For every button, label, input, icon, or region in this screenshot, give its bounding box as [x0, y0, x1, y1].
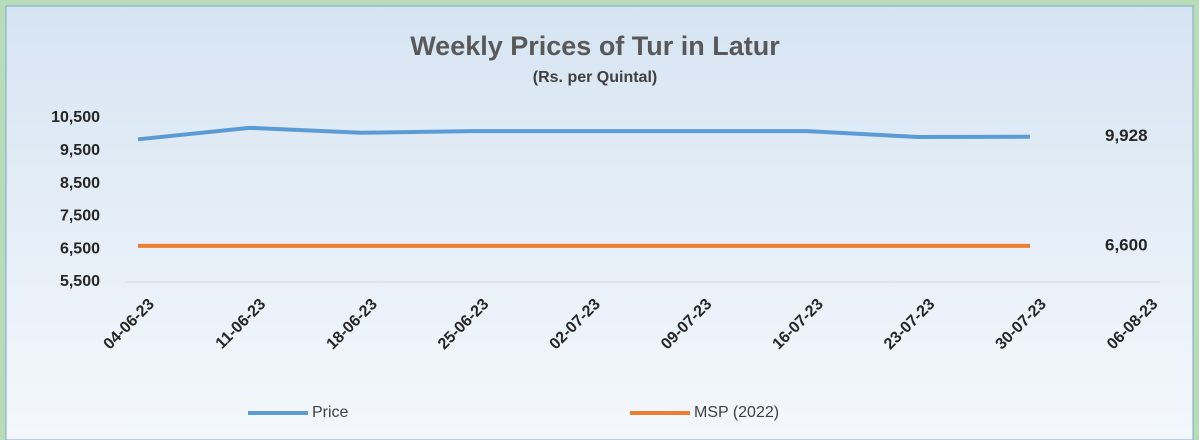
y-tick-label: 6,500 [60, 240, 100, 257]
data-label: 6,600 [1105, 235, 1148, 254]
legend-label: MSP (2022) [694, 404, 779, 421]
y-tick-label: 8,500 [60, 175, 100, 192]
y-tick-label: 5,500 [60, 273, 100, 290]
y-tick-label: 10,500 [51, 109, 100, 126]
y-tick-label: 7,500 [60, 208, 100, 225]
chart-subtitle: (Rs. per Quintal) [533, 69, 657, 86]
legend-label: Price [312, 404, 349, 421]
chart-area [5, 5, 1194, 440]
data-label: 9,928 [1105, 126, 1148, 145]
chart-title: Weekly Prices of Tur in Latur [410, 31, 780, 61]
series-line [137, 125, 1031, 142]
y-tick-label: 9,500 [60, 142, 100, 159]
